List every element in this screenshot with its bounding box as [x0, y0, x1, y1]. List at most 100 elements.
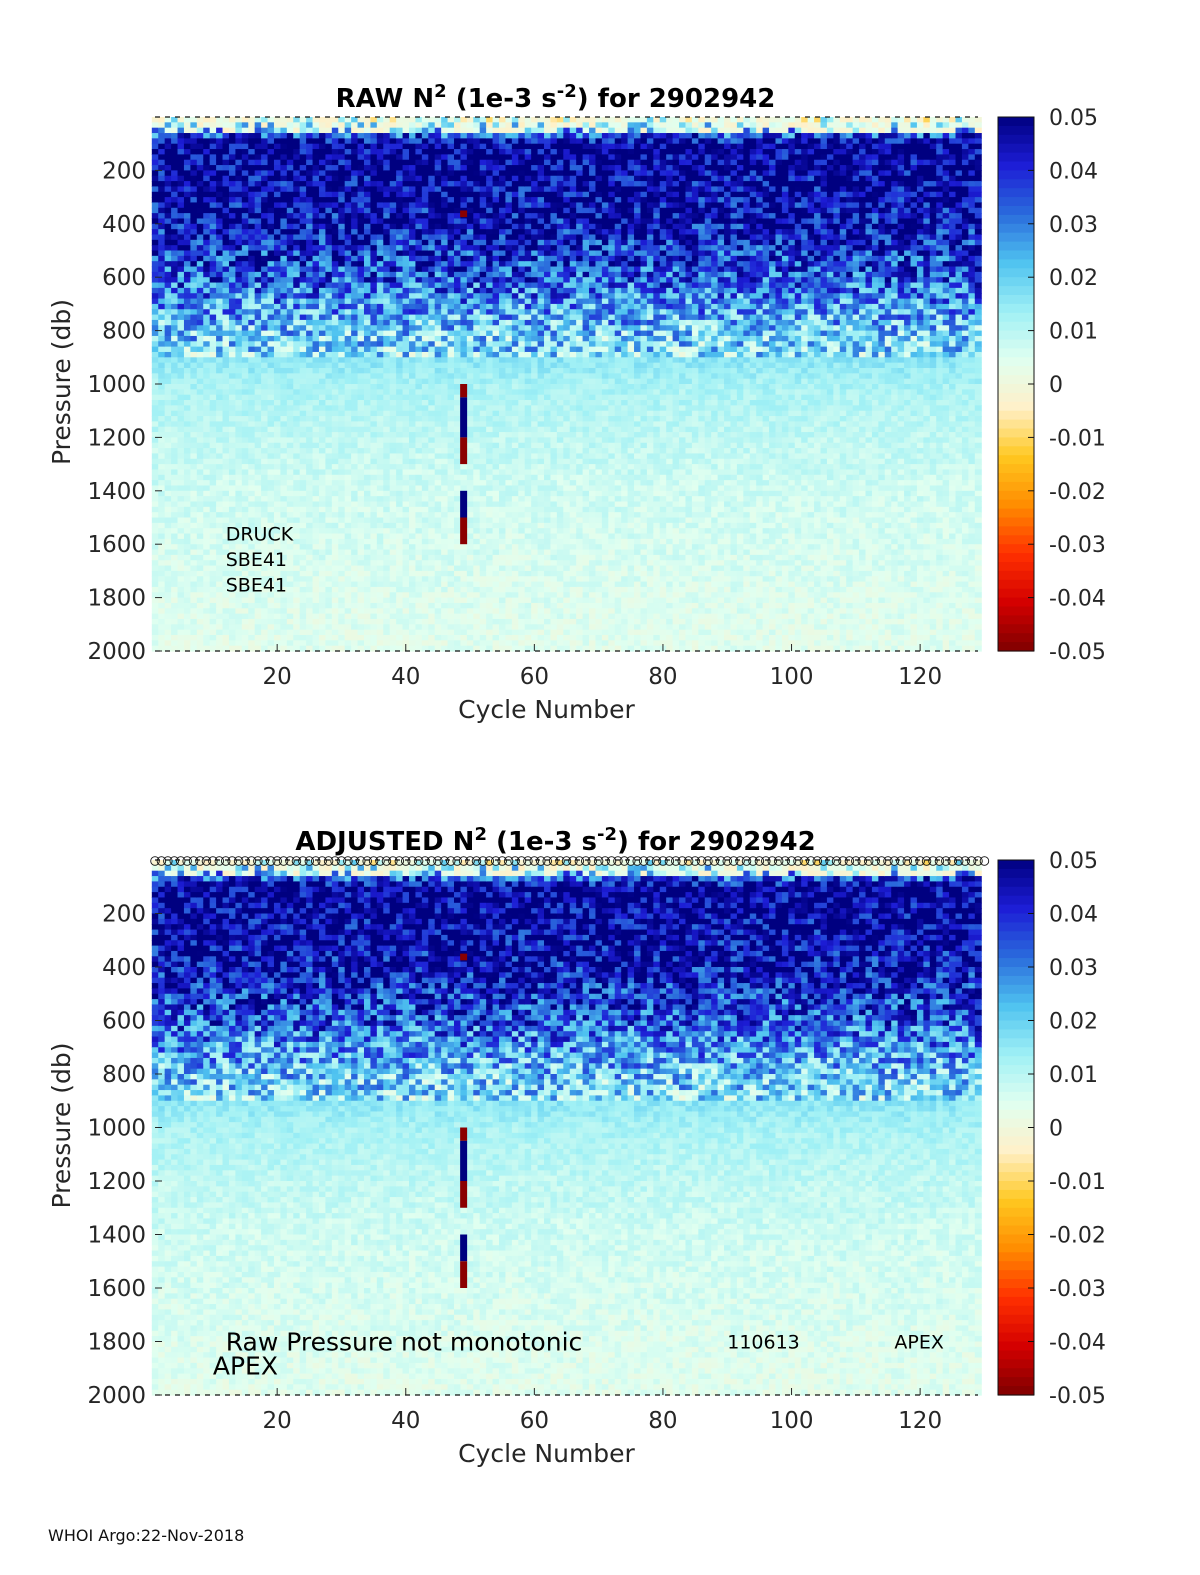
heatmap-cell	[184, 347, 191, 353]
heatmap-cell	[210, 427, 217, 433]
heatmap-cell	[158, 192, 165, 198]
heatmap-cell	[210, 518, 217, 524]
heatmap-cell	[210, 176, 217, 182]
heatmap-cell	[197, 304, 204, 310]
heatmap-cell	[171, 325, 178, 331]
heatmap-cell	[223, 277, 230, 283]
heatmap-cell	[165, 341, 172, 347]
heatmap-cell	[210, 133, 217, 139]
heatmap-cell	[178, 416, 185, 422]
heatmap-cell	[158, 416, 165, 422]
heatmap-cell	[223, 384, 230, 390]
heatmap-cell	[171, 507, 178, 513]
heatmap-cell	[184, 315, 191, 321]
heatmap-cell	[171, 165, 178, 171]
heatmap-cell	[171, 197, 178, 203]
heatmap-cell	[223, 208, 230, 214]
heatmap-cell	[203, 117, 210, 123]
heatmap-cell	[158, 309, 165, 315]
heatmap-cell	[171, 614, 178, 620]
heatmap-cell	[229, 400, 236, 406]
heatmap-cell	[152, 453, 159, 459]
heatmap-cell	[210, 411, 217, 417]
heatmap-cell	[184, 176, 191, 182]
heatmap-cell	[197, 603, 204, 609]
heatmap-cell	[152, 304, 159, 310]
heatmap-cell	[210, 432, 217, 438]
heatmap-cell	[210, 165, 217, 171]
heatmap-cell	[223, 293, 230, 299]
heatmap-cell	[197, 363, 204, 369]
heatmap-cell	[229, 181, 236, 187]
heatmap-cell	[197, 384, 204, 390]
heatmap-cell	[216, 582, 223, 588]
heatmap-cell	[197, 149, 204, 155]
heatmap-cell	[190, 475, 197, 481]
heatmap-cell	[229, 245, 236, 251]
heatmap-cell	[184, 267, 191, 273]
heatmap-cell	[210, 277, 217, 283]
heatmap-cell	[203, 138, 210, 144]
heatmap-cell	[165, 320, 172, 326]
heatmap-cell	[171, 405, 178, 411]
heatmap-cell	[165, 352, 172, 358]
heatmap-cell	[223, 304, 230, 310]
heatmap-cell	[158, 352, 165, 358]
heatmap-cell	[203, 267, 210, 273]
heatmap-cell	[216, 128, 223, 134]
heatmap-cell	[165, 299, 172, 305]
heatmap-cell	[190, 384, 197, 390]
heatmap-cell	[229, 218, 236, 224]
heatmap-cell	[178, 566, 185, 572]
heatmap-cell	[203, 491, 210, 497]
heatmap-cell	[210, 528, 217, 534]
heatmap-cell	[216, 176, 223, 182]
heatmap-cell	[171, 181, 178, 187]
heatmap-cell	[203, 363, 210, 369]
heatmap-cell	[223, 192, 230, 198]
heatmap-cell	[203, 283, 210, 289]
heatmap-cell	[171, 149, 178, 155]
heatmap-cell	[223, 117, 230, 123]
heatmap-cell	[190, 283, 197, 289]
heatmap-cell	[158, 267, 165, 273]
heatmap-cell	[184, 469, 191, 475]
heatmap-cell	[210, 587, 217, 593]
heatmap-cell	[184, 624, 191, 630]
heatmap-cell	[197, 357, 204, 363]
heatmap-cell	[158, 202, 165, 208]
heatmap-cell	[165, 283, 172, 289]
heatmap-cell	[229, 320, 236, 326]
heatmap-cell	[197, 336, 204, 342]
heatmap-cell	[178, 347, 185, 353]
heatmap-cell	[197, 480, 204, 486]
heatmap-cell	[171, 400, 178, 406]
heatmap-cell	[216, 341, 223, 347]
heatmap-cell	[190, 144, 197, 150]
heatmap-cell	[197, 614, 204, 620]
heatmap-cell	[152, 411, 159, 417]
heatmap-cell	[216, 149, 223, 155]
heatmap-cell	[152, 624, 159, 630]
heatmap-cell	[229, 117, 236, 123]
heatmap-cell	[165, 224, 172, 230]
heatmap-cell	[171, 261, 178, 267]
heatmap-cell	[152, 518, 159, 524]
heatmap-cell	[158, 144, 165, 150]
heatmap-cell	[165, 560, 172, 566]
heatmap-cell	[203, 614, 210, 620]
heatmap-cell	[158, 453, 165, 459]
heatmap-cell	[178, 288, 185, 294]
heatmap-cell	[229, 144, 236, 150]
heatmap-cell	[203, 592, 210, 598]
heatmap-cell	[216, 299, 223, 305]
heatmap-cell	[152, 133, 159, 139]
heatmap-cell	[203, 144, 210, 150]
heatmap-cell	[229, 368, 236, 374]
heatmap-cell	[216, 550, 223, 556]
heatmap-cell	[223, 379, 230, 385]
heatmap-cell	[229, 464, 236, 470]
heatmap-cell	[197, 421, 204, 427]
heatmap-cell	[210, 389, 217, 395]
heatmap-cell	[203, 373, 210, 379]
